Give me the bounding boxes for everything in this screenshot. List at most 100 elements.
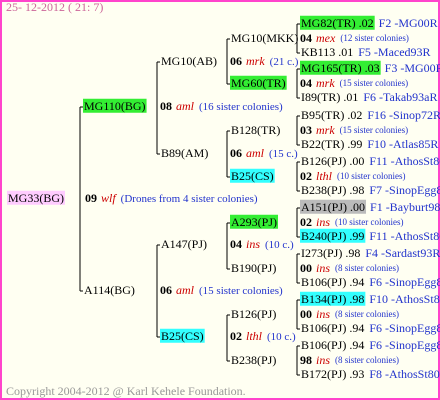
ancestor-origin: F8 -AthosSt80R [369, 367, 440, 381]
node-label: MG33(BG) [8, 191, 64, 205]
note: (15 sister colonies) [340, 78, 408, 88]
node-label: MG10(AB) [161, 54, 217, 68]
ancestor-score: .94 [349, 338, 364, 352]
code: mex [316, 31, 336, 45]
code: ins [316, 353, 330, 367]
mating: 02 ins (10 sister colonies) [300, 215, 404, 229]
code: mrk [316, 76, 335, 90]
note: (8 sister colonies) [335, 263, 399, 273]
ancestor-id: B126(PJ) [301, 154, 346, 168]
code: mrk [316, 123, 335, 137]
node-label: MG60(TR) [231, 76, 286, 90]
ancestor: MG165(TR) .03 F3 -MG00R [301, 61, 440, 75]
year: 04 [300, 76, 312, 90]
ancestor: I89(TR) .01 F6 -Takab93aR [301, 90, 437, 104]
year: 03 [300, 123, 312, 137]
mating: 00 ins (8 sister colonies) [300, 307, 399, 321]
ancestor-score: .01 [343, 90, 358, 104]
mating: 03 mrk (15 sister colonies) [300, 123, 408, 137]
highlight [300, 199, 367, 214]
ancestor-score: .03 [365, 61, 380, 75]
highlight [83, 98, 147, 113]
mating: 06 mrk (21 c.) [230, 54, 299, 68]
year: 00 [300, 261, 312, 275]
code: ins [246, 237, 260, 251]
year: 06 [230, 146, 242, 160]
ancestor-score: .02 [347, 108, 362, 122]
ancestor-origin: F6 -Takab93aR [363, 90, 437, 104]
ancestor-origin: F10 -AthosSt80R [369, 292, 440, 306]
mating: 04 mex (12 sister colonies) [300, 31, 409, 45]
code: wlf [101, 191, 117, 205]
ancestor-score: .94 [349, 321, 364, 335]
mating: 06 aml (15 sister colonies) [160, 283, 283, 297]
note: (Drones from 4 sister colonies) [121, 193, 258, 205]
code: lthl [246, 329, 263, 343]
note: (15 sister colonies) [340, 125, 408, 135]
ancestor-id: B172(PJ) [301, 367, 346, 381]
code: mrk [246, 54, 265, 68]
ancestor: B106(PJ).94 F6 -SinopEgg86R [301, 321, 440, 335]
ancestor: KB113.01 F5 -Maced93R [301, 45, 431, 59]
note: (12 sister colonies) [340, 33, 408, 43]
ancestor-origin: F16 -Sinop72R [367, 108, 440, 122]
mating: 04 mrk (15 sister colonies) [300, 76, 408, 90]
note: (10 sister colonies) [337, 171, 405, 181]
ancestor-origin: F11 -AthosSt80R [369, 154, 440, 168]
copyright: Copyright 2004-2012 @ Karl Kehele Founda… [6, 384, 246, 398]
node-label: B25(CS) [231, 169, 274, 183]
ancestor-score: .98 [345, 246, 360, 260]
date: 25- 12-2012 ( 21: 7) [6, 0, 103, 14]
ancestor: B126(PJ).00 F11 -AthosSt80R [301, 154, 440, 168]
ancestor-id: B106(PJ) [301, 321, 346, 335]
year: 09 [85, 191, 97, 205]
ancestor-score: .98 [349, 183, 364, 197]
highlight [230, 75, 287, 90]
ancestor-origin: F6 -SinopEgg86R [369, 321, 440, 335]
ancestor-id: I273(PJ) [301, 246, 342, 260]
ancestor-id: B134(PJ) [301, 292, 346, 306]
ancestor-score: .98 [349, 292, 364, 306]
mating: 00 ins (8 sister colonies) [300, 261, 399, 275]
highlight [300, 291, 366, 306]
node-label: B238(PJ) [231, 353, 276, 367]
ancestor-origin: F11 -AthosSt80R [369, 229, 440, 243]
mating: 98 ins (8 sister colonies) [300, 353, 399, 367]
ancestor: B106(PJ).94 F6 -SinopEgg86R [301, 275, 440, 289]
highlight [7, 190, 66, 205]
code: aml [246, 146, 265, 160]
node-label: A114(BG) [84, 283, 135, 297]
ancestor-origin: F6 -SinopEgg86R [369, 338, 440, 352]
ancestor-score: .00 [349, 154, 364, 168]
ancestor-origin: F5 -Maced93R [358, 45, 430, 59]
ancestor: MG82(TR) .02 F2 -MG00R [301, 16, 438, 30]
mating: 09 wlf (Drones from 4 sister colonies) [85, 191, 258, 205]
year: 08 [160, 99, 172, 113]
node-label: MG110(BG) [84, 99, 146, 113]
ancestor: B134(PJ).98 F10 -AthosSt80R [301, 292, 440, 306]
mating: 08 aml (16 sister colonies) [160, 99, 283, 113]
node-label: MG10(MKK) [231, 31, 298, 45]
ancestor: B106(PJ).94 F6 -SinopEgg86R [301, 338, 440, 352]
note: (8 sister colonies) [335, 309, 399, 319]
code: aml [176, 283, 195, 297]
highlight [230, 214, 279, 229]
highlight [160, 328, 205, 343]
year: 04 [300, 31, 312, 45]
node-label: B190(PJ) [231, 261, 276, 275]
note: (15 sister colonies) [199, 285, 283, 297]
ancestor-id: MG82(TR) [301, 16, 356, 30]
ancestor: B240(PJ).99 F11 -AthosSt80R [301, 229, 440, 243]
node-label: A147(PJ) [161, 237, 207, 251]
ancestor: A151(PJ).00 F1 -Bayburt98-3R [301, 200, 440, 214]
year: 02 [300, 169, 312, 183]
year: 98 [300, 353, 312, 367]
note: (10 c.) [265, 239, 294, 251]
ancestor-id: MG165(TR) [301, 61, 362, 75]
highlight [300, 228, 366, 243]
code: ins [316, 215, 330, 229]
mating: 04 ins (10 c.) [230, 237, 294, 251]
ancestor-score: .94 [349, 275, 364, 289]
ancestor-score: .01 [338, 45, 353, 59]
ancestor-id: B106(PJ) [301, 275, 346, 289]
